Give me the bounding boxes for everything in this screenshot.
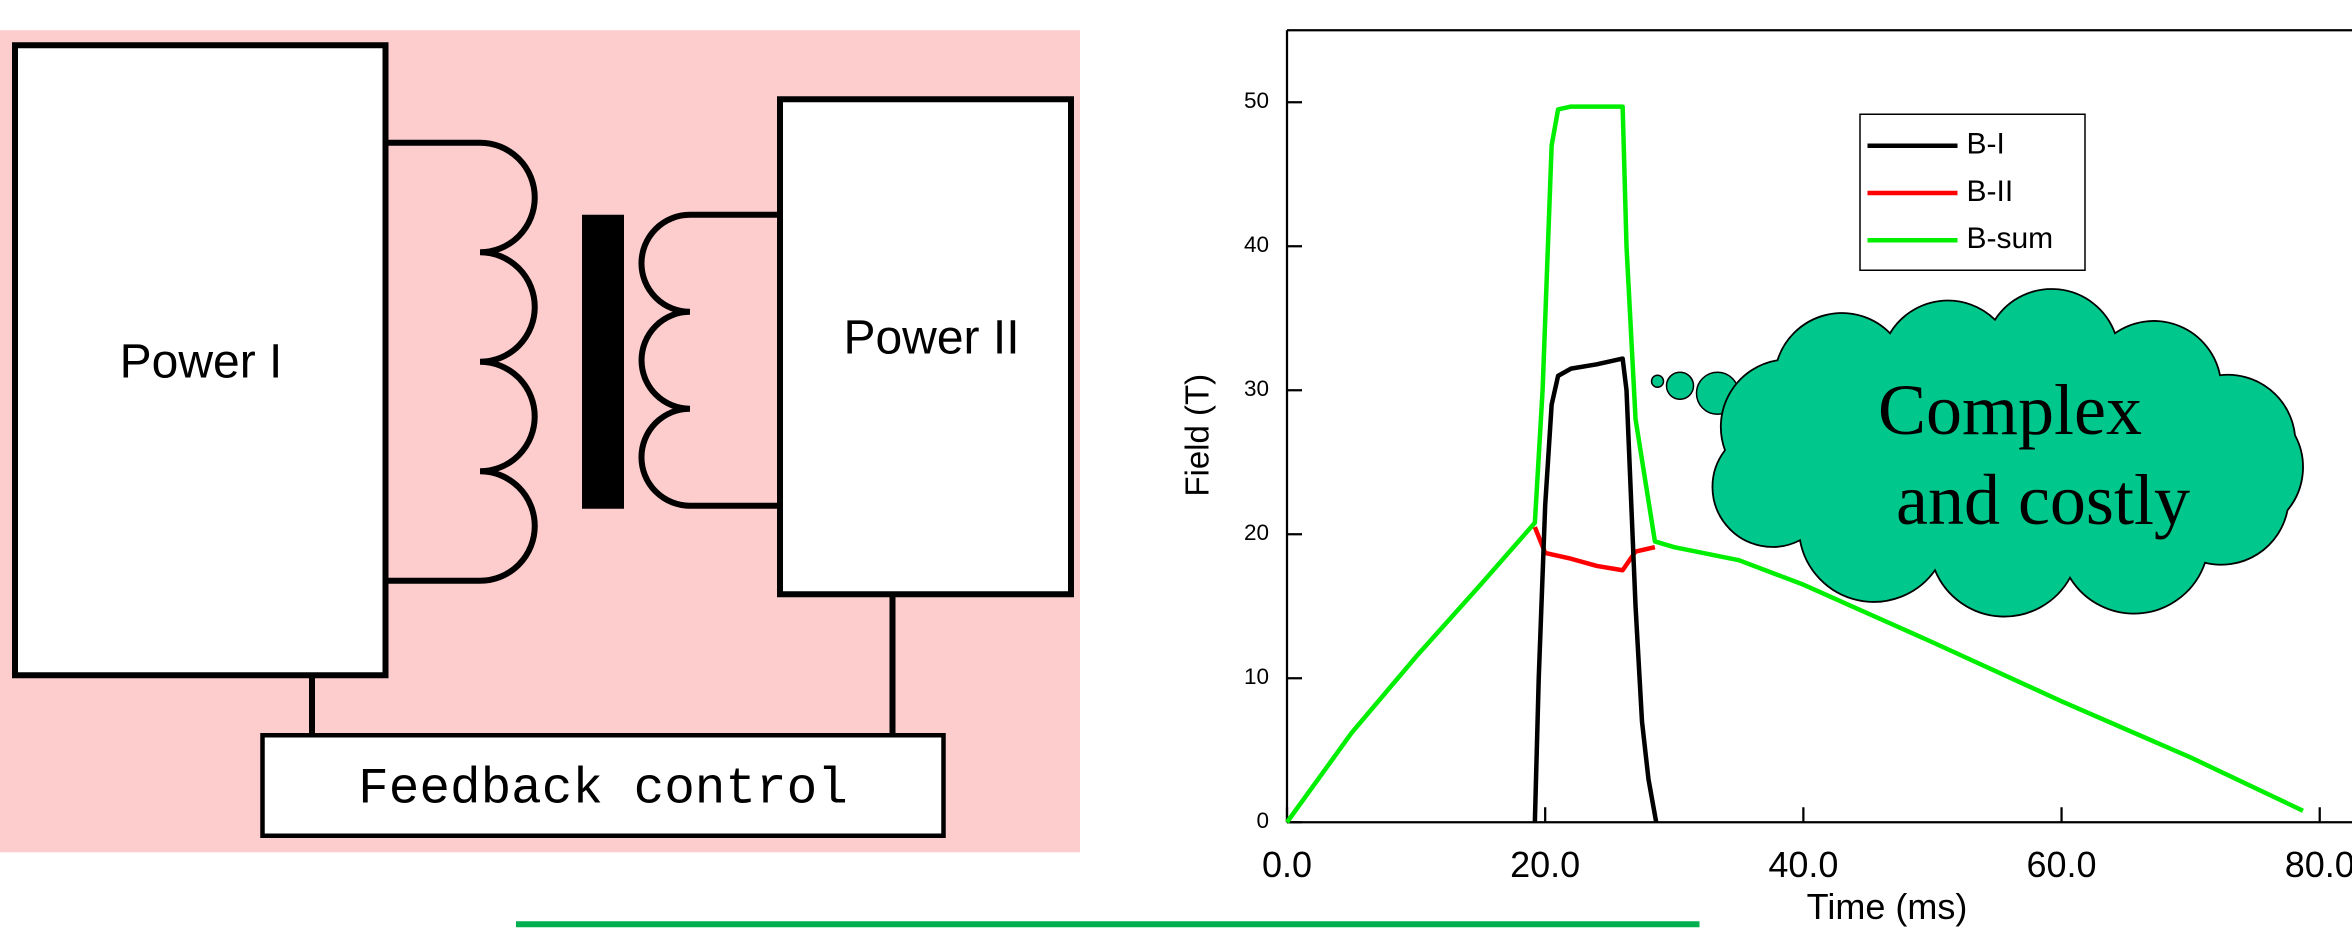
y-tick-label: 10 xyxy=(1244,664,1269,689)
label: Power I xyxy=(120,335,283,388)
x-axis-label: Time (ms) xyxy=(1807,886,1968,927)
power-box xyxy=(12,42,389,679)
y-tick-label: 50 xyxy=(1244,88,1269,113)
x-tick-label: 80.0 xyxy=(2285,844,2352,885)
wiring xyxy=(309,139,896,736)
label: Power II xyxy=(843,311,1019,364)
secondary-coil xyxy=(638,211,780,509)
y-axis-label: Field (T) xyxy=(1179,374,1216,497)
y-tick-label: 30 xyxy=(1244,376,1269,401)
annotation: Complex xyxy=(1878,370,2142,450)
y-tick-label: 40 xyxy=(1244,232,1269,257)
cloud xyxy=(1711,288,2304,618)
feedback-box xyxy=(260,733,946,838)
legend-label: B-I xyxy=(1967,128,2005,161)
series-line xyxy=(1532,356,1659,823)
primary-coil xyxy=(387,139,538,584)
cloud-bubble xyxy=(1650,374,1665,388)
series-line xyxy=(1532,526,1656,573)
x-tick-label: 60.0 xyxy=(2027,844,2097,885)
annotation: and costly xyxy=(1896,460,2190,540)
power-box xyxy=(777,96,1074,598)
x-tick-label: 0.0 xyxy=(1262,844,1312,885)
core xyxy=(582,214,624,509)
x-tick-label: 20.0 xyxy=(1510,844,1580,885)
y-tick-label: 0 xyxy=(1256,808,1269,833)
series-line xyxy=(1285,104,2304,824)
label: Feedback control xyxy=(358,762,848,819)
annotation-cloud: Complex and costly xyxy=(1650,288,2304,618)
y-tick-label: 20 xyxy=(1244,520,1269,545)
cloud-bubble xyxy=(1665,371,1695,400)
legend-label: B-sum xyxy=(1967,222,2054,255)
legend-label: B-II xyxy=(1967,175,2014,208)
x-tick-label: 40.0 xyxy=(1768,844,1838,885)
